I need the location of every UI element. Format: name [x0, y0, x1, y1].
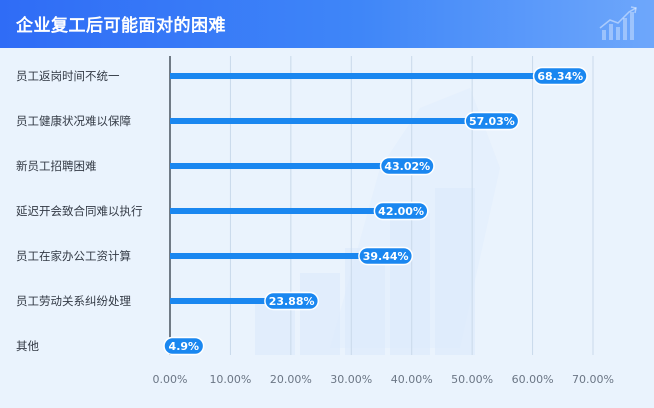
value-label: 43.02% [384, 160, 430, 173]
category-label: 员工返岗时间不统一 [16, 69, 120, 83]
value-label: 42.00% [378, 205, 424, 218]
value-label-pill [358, 246, 414, 266]
value-label-pill [464, 111, 520, 131]
value-label: 68.34% [537, 70, 583, 83]
value-label-pill [264, 291, 320, 311]
x-tick-label: 10.00% [209, 373, 251, 386]
x-tick-label: 60.00% [512, 373, 554, 386]
bars-group: 68.34% 57.03% 43.02% 42.00% 39.44% 23.88% 4.9% [163, 66, 588, 356]
bar [170, 73, 583, 79]
category-label: 延迟开会致合同难以执行 [16, 204, 143, 218]
x-tick-label: 20.00% [270, 373, 312, 386]
background-decoration [255, 88, 500, 355]
x-tick-label: 30.00% [330, 373, 372, 386]
decoration-column [300, 273, 340, 355]
value-label-pill [163, 336, 205, 356]
bar-chart: 68.34% 57.03% 43.02% 42.00% 39.44% 23.88% 4.9%… [16, 56, 614, 386]
bar [170, 163, 430, 169]
decoration-column [435, 188, 475, 355]
chart-title: 企业复工后可能面对的困难 [16, 16, 226, 36]
value-label-pill [532, 66, 588, 86]
category-labels: 员工返岗时间不统一员工健康状况难以保障新员工招聘困难延迟开会致合同难以执行员工在… [16, 69, 143, 353]
decoration-column [390, 213, 430, 355]
bar [170, 253, 409, 259]
x-tick-label: 70.00% [572, 373, 614, 386]
x-tick-label: 50.00% [451, 373, 493, 386]
chart-header: 企业复工后可能面对的困难 [0, 0, 654, 48]
category-label: 新员工招聘困难 [16, 159, 97, 173]
value-label: 39.44% [363, 250, 409, 263]
x-axis-ticks: 0.00% 10.00% 20.00% 30.00% 40.00% 50.00% 60.00… [153, 373, 614, 386]
category-label: 员工健康状况难以保障 [16, 114, 131, 128]
bar-chart-icon [599, 6, 637, 40]
bar [170, 208, 424, 214]
category-label: 其他 [16, 339, 39, 353]
value-label-pill [373, 201, 429, 221]
value-label: 4.9% [169, 340, 200, 353]
value-label: 23.88% [269, 295, 315, 308]
value-label: 57.03% [469, 115, 515, 128]
category-label: 员工劳动关系纠纷处理 [16, 294, 131, 308]
x-tick-label: 40.00% [391, 373, 433, 386]
category-label: 员工在家办公工资计算 [16, 249, 131, 263]
bar [170, 118, 515, 124]
bar [170, 298, 315, 304]
x-tick-label: 0.00% [153, 373, 188, 386]
value-label-pill [379, 156, 435, 176]
